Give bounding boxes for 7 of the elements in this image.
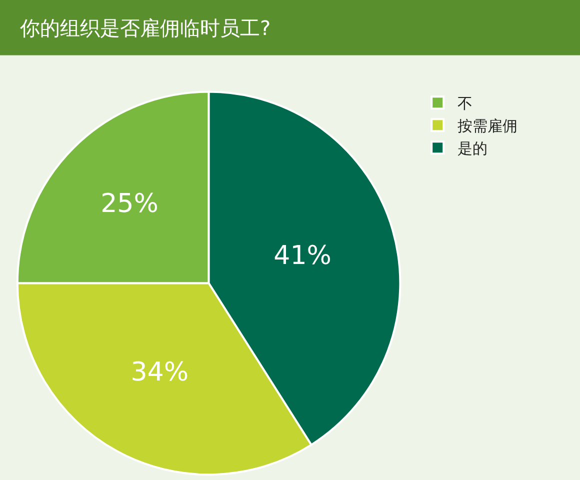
chart-title: 你的组织是否雇佣临时员工? [19, 16, 271, 40]
data-label: 34% [130, 358, 189, 388]
data-label: 25% [100, 188, 158, 219]
data-label: 41% [274, 240, 332, 271]
legend-label: 不 [458, 94, 473, 112]
legend-label: 是的 [458, 140, 488, 158]
legend-label: 按需雇佣 [458, 117, 518, 135]
